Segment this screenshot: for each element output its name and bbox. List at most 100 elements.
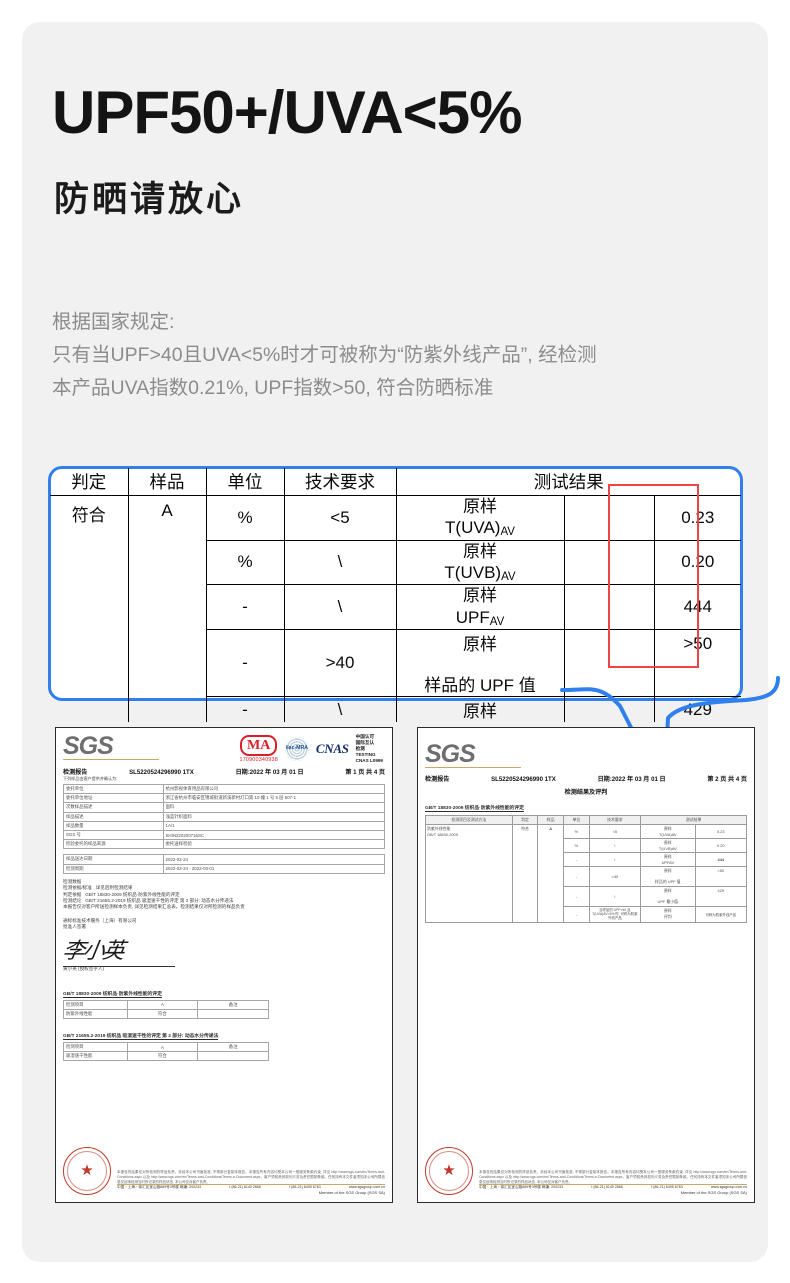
logo-divider [425,767,521,768]
table-row: 符合 A % <5 原样 T(UVA)AV 0.23 [50,495,741,723]
info-key: 委托单位地址 [63,793,164,804]
specimen-label: 原样 [663,868,672,873]
cell-spacer [563,495,655,541]
signer-company: 通标标准技术服务（上海）有限公司 [63,917,137,923]
specimen-label: 原样 [463,497,497,516]
cell-unit: % [563,838,590,853]
page-title: UPF50+/UVA<5% [52,79,522,146]
info-key: 样品数量 [63,820,164,831]
footer-member: Member of the SGS Group (SGS SA) [318,1190,385,1195]
info-value: 2022-02-24 [162,854,385,865]
info-value: 委托送样检验 [162,839,385,850]
cell-result: 444 [694,852,748,867]
metric-label: 评判 [663,914,672,920]
footer-tel: t (86-21) 6140 2666 [229,1185,261,1189]
certificate-page-2[interactable]: SGS 检测报告 SL5220524296990 1TX 日期:2022 年 0… [417,727,755,1203]
cnas-line: 检测 [355,746,365,751]
certificate-page-1[interactable]: SGS MA 170900340938 ilac-MRA CNAS 中国认可 国… [55,727,393,1203]
date-info-table: 样品送达日期 2022-02-24 检测周期 2022-02-24 - 2022-0… [63,854,385,874]
metric-label: UPFAV [455,607,505,628]
cell-specimen: 原样 T(UVB)AV [395,539,565,586]
specimen-label: 原样 [663,908,672,914]
info-key: 检验委托的样品来源 [63,839,164,850]
table-row: 检验委托的样品来源 委托送样检验 [63,839,385,850]
cell-unit: - [563,906,590,923]
specimen-label: 原样 [463,541,497,561]
th-verdict: 判定 [511,815,539,825]
th-item: 检测项目 [63,1041,128,1053]
cell-unit: % [205,495,285,541]
th-unit: 单位 [205,468,285,496]
footer-divider [479,1184,747,1185]
table-header-row: 检测项目及测试方法 判定 样品 单位 技术要求 测试结果 [425,815,747,825]
specimen-label: 原样 [463,634,497,654]
metric-label: UPFAV [661,860,675,865]
ilac-mra-icon: ilac-MRA [284,737,309,761]
cell-result: 0.20 [653,539,741,586]
official-stamp-icon: ★ [425,1147,473,1195]
specimen-label: 原样 [663,888,672,893]
info-value: 浅蓝针织面料 [162,811,385,822]
section-row: 本报告仅对客户所送检测样本负责, 详见检测结果汇总表。检测结果仅对所检测的样品负… [63,904,245,910]
signer-label: 批准人签署 [63,924,86,930]
specimen-label: 原样 [663,854,672,859]
cell-verdict: 符合 [511,824,539,923]
summary-section-2: GB/T 21655.2-2019 纺织品 吸湿速干性的评定 第 2 部分: 动… [63,1024,385,1062]
th-item: 检测项目 [63,999,128,1010]
th-result: 测试结果 [640,815,747,825]
th-sample: A [126,1041,199,1053]
description-line-3: 本产品UVA指数0.21%, UPF指数>50, 符合防晒标准 [52,377,494,399]
cell-requirement: \ [588,852,642,867]
table-row: 检测项目 A 备注 [63,999,270,1010]
section-title: 检测结果及评判 [564,789,608,796]
cell-method: 防紫外线性能 GB/T 18830-2009 [425,824,513,923]
summary-title: GB/T 18830-2009 纺织品·防紫外线性能的评定 [63,991,162,998]
star-icon: ★ [442,1162,456,1180]
table-row: 样品数量 1A/1 [63,820,385,831]
cell-requirement: >40 [588,866,642,887]
footer-address: 中国・上海・徐汇区宜山路889号3号楼 邮编: 200233 [117,1185,202,1189]
cnas-line: 国际互认 [355,740,375,745]
cell-specimen: 原样 UPF 最小值 [640,886,696,907]
report-date: 日期:2022 年 03 月 01 日 [597,776,666,783]
summary-section-1: GB/T 18830-2009 纺织品·防紫外线性能的评定 检测项目 A 备注 防紫… [63,982,385,1020]
page-subtitle: 防晒请放心 [54,180,245,219]
footer-web: www.sgsgroup.com.cn [711,1185,747,1189]
info-value: 2022-02-24 - 2022-03-01 [162,863,385,874]
cell-result: 429 [653,696,741,723]
cell-specimen: 原样 UPFAV [640,852,696,867]
cell-unit: - [205,696,285,723]
th-remark: 备注 [197,1041,270,1053]
report-number: SL5220524296990 1TX [129,769,194,776]
footer-address: 中国・上海・徐汇区宜山路889号3号楼 邮编: 200233 [479,1185,564,1189]
sgs-logo: SGS [425,740,476,768]
cell-requirement: \ [283,696,397,723]
th-verdict: 判定 [50,468,129,496]
info-key: 检测周期 [63,863,164,874]
cell-specimen: 原样 T(UVB)AV [640,838,696,853]
cell-requirement: \ [588,838,642,853]
cell-specimen: 原样 T(UVA)AV [395,495,565,541]
cell-result: 0.20 [694,838,748,853]
info-value: SHIN220200716SC [162,829,385,841]
cnas-line: TESTING [355,752,376,757]
stamp-ring [429,1151,469,1191]
cell-unit: - [205,584,285,630]
metric-label: T(UVA)AV [659,832,677,837]
cell-specimen: 原样 样品的 UPF 值 [395,628,565,698]
table-row: - 当样品的 UPF>40,且 T(UVA)AV<5% 时, 可称为防紫外线产品… [426,906,748,923]
cell-unit: % [563,824,590,839]
logo-divider [63,759,159,760]
report-note: 下列样品由客户提供并确认为: [63,776,118,781]
summary-table-2: 检测项目 A 备注 吸湿速干性能 符合 [63,1041,270,1062]
report-label: 检测报告 [425,776,450,783]
info-key: 样品送达日期 [63,854,164,865]
table-row: 委托单位地址 浙江省杭州市临安区锦城街道新溪新村灯口第 10 幢 1 号 5 层 … [63,793,385,804]
page-number: 第 1 页 共 4 页 [345,769,385,776]
cell-requirement: <5 [588,824,642,839]
section-title: 检测数据 [63,878,82,884]
cell-requirement: \ [588,886,642,907]
cell-specimen: 原样 [395,696,565,723]
table-row: 委托单位 杭州影视体育用品有限公司 [63,783,385,795]
